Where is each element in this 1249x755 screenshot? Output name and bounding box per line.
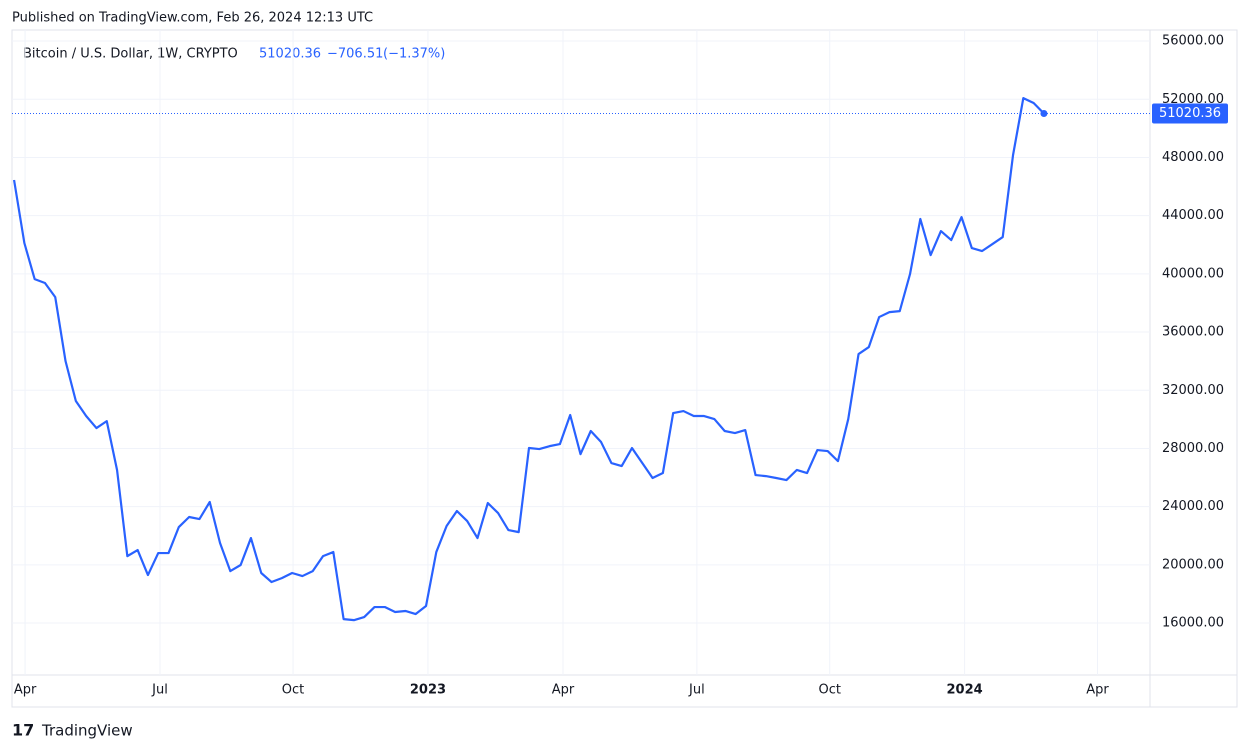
x-tick-label: Jul	[151, 683, 168, 698]
x-tick-label: Apr	[14, 683, 37, 698]
brand-logo: 17 TradingView	[12, 721, 133, 740]
chart-frame	[11, 29, 1238, 708]
logo-mark: 17	[12, 721, 34, 740]
price-change: −706.51	[327, 47, 383, 62]
x-tick-label: 2024	[947, 683, 983, 698]
x-tick-label: Apr	[1086, 683, 1109, 698]
x-tick-label: Apr	[552, 683, 575, 698]
y-tick-label: 32000.00	[1162, 383, 1224, 398]
y-tick-label: 24000.00	[1162, 499, 1224, 514]
x-tick-label: Jul	[688, 683, 705, 698]
price-line	[12, 96, 1045, 622]
x-tick-label: Oct	[282, 683, 304, 698]
y-tick-label: 16000.00	[1162, 616, 1224, 631]
y-tick-label: 28000.00	[1162, 441, 1224, 456]
last-price: 51020.36	[259, 47, 321, 62]
y-tick-label: 52000.00	[1162, 92, 1224, 107]
y-tick-label: 44000.00	[1162, 208, 1224, 223]
published-note: Published on TradingView.com, Feb 26, 20…	[12, 11, 373, 26]
price-tag	[1152, 103, 1228, 124]
last-point	[1040, 110, 1048, 118]
price-change-percent: (−1.37%)	[383, 47, 445, 62]
y-tick-label: 36000.00	[1162, 325, 1224, 340]
y-tick-label: 56000.00	[1162, 34, 1224, 49]
y-tick-label: 20000.00	[1162, 557, 1224, 572]
symbol-name: Bitcoin / U.S. Dollar, 1W, CRYPTO	[23, 47, 238, 62]
brand-name: TradingView	[41, 722, 133, 740]
x-tick-label: Oct	[818, 683, 840, 698]
grid	[12, 30, 1150, 675]
price-tag-label: 51020.36	[1159, 106, 1221, 121]
x-tick-label: 2023	[410, 683, 446, 698]
y-tick-label: 48000.00	[1162, 150, 1224, 165]
y-tick-label: 40000.00	[1162, 266, 1224, 281]
